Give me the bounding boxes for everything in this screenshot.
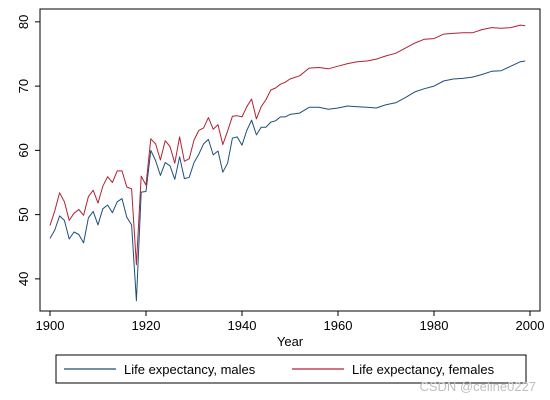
legend: Life expectancy, males Life expectancy, … (55, 354, 527, 384)
x-tick-label: 1980 (420, 318, 449, 333)
y-axis: 40 50 60 70 80 (16, 15, 40, 286)
x-tick-label: 1900 (36, 318, 65, 333)
x-tick-label: 1940 (228, 318, 257, 333)
legend-label-males: Life expectancy, males (124, 362, 256, 377)
legend-box (55, 354, 527, 384)
x-axis: 1900 1920 1940 1960 1980 2000 (36, 311, 545, 333)
y-tick-label: 60 (16, 143, 31, 157)
legend-label-females: Life expectancy, females (352, 362, 495, 377)
series-line-females (49, 24, 526, 266)
x-tick-label: 2000 (516, 318, 545, 333)
series-line-males (49, 60, 526, 302)
x-tick-label: 1960 (324, 318, 353, 333)
x-axis-title: Year (277, 334, 304, 349)
series-layer (49, 24, 526, 302)
y-tick-label: 80 (16, 15, 31, 29)
watermark-text: CSDN @celine0227 (419, 379, 536, 394)
y-tick-label: 40 (16, 272, 31, 286)
x-tick-label: 1920 (132, 318, 161, 333)
y-tick-label: 50 (16, 207, 31, 221)
y-tick-label: 70 (16, 79, 31, 93)
plot-area (39, 8, 541, 312)
